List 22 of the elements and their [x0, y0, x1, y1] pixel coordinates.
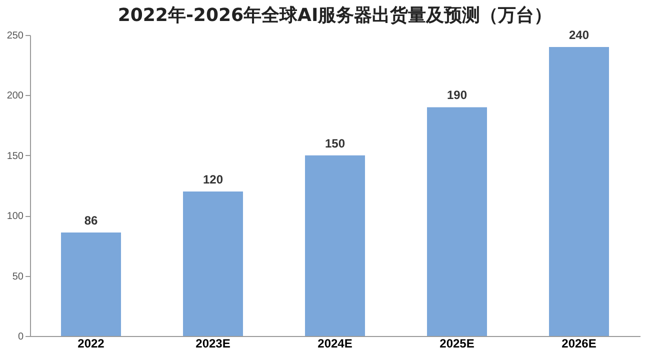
y-tick-label: 250	[6, 30, 24, 42]
bar	[61, 232, 121, 336]
bar	[427, 107, 487, 336]
x-tick-label: 2026E	[562, 336, 596, 350]
y-tick-label: 150	[6, 150, 24, 162]
data-label: 120	[202, 172, 224, 187]
data-label: 240	[568, 28, 590, 42]
y-tick-label: 100	[6, 211, 24, 222]
bar	[305, 155, 365, 336]
bar	[183, 192, 243, 336]
bar	[549, 47, 609, 336]
y-tick-label: 0	[18, 332, 24, 342]
x-tick-label: 2025E	[440, 336, 474, 350]
x-tick-label: 2022	[78, 336, 105, 350]
data-label: 150	[324, 136, 346, 150]
y-tick-label: 50	[12, 271, 24, 282]
data-label: 190	[446, 88, 468, 102]
chart-title: 2022年-2026年全球AI服务器出货量及预测（万台）	[118, 5, 552, 26]
data-label: 86	[84, 213, 98, 228]
x-tick-label: 2024E	[318, 336, 352, 350]
x-tick-label: 2023E	[196, 336, 230, 350]
y-tick-label: 200	[6, 90, 24, 102]
